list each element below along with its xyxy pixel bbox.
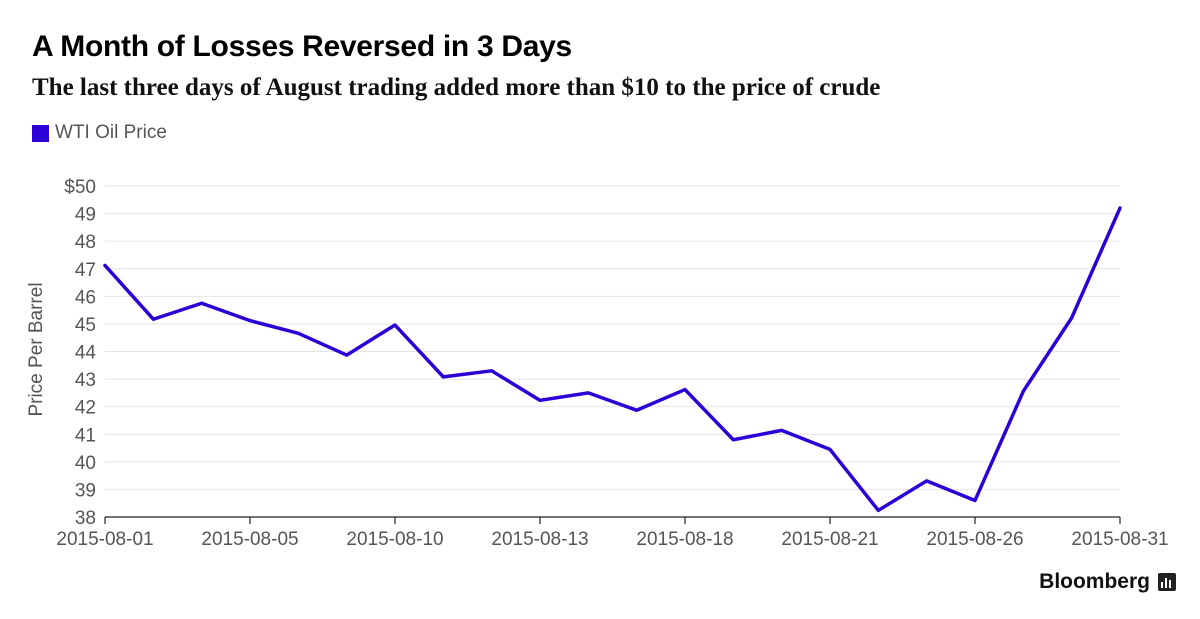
y-tick-label: 42 bbox=[75, 398, 96, 419]
x-tick-label: 2015-08-10 bbox=[346, 529, 443, 550]
y-axis-label: Price Per Barrel bbox=[26, 282, 47, 416]
y-tick-label: 43 bbox=[75, 370, 96, 391]
y-tick-label: 45 bbox=[75, 315, 96, 336]
x-tick-label: 2015-08-13 bbox=[491, 529, 588, 550]
y-tick-label: 41 bbox=[75, 425, 96, 446]
x-tick-label: 2015-08-21 bbox=[781, 529, 878, 550]
y-tick-label: 46 bbox=[75, 287, 96, 308]
series-line-wti bbox=[103, 206, 1122, 513]
y-tick-label: $50 bbox=[64, 177, 96, 198]
y-tick-label: 38 bbox=[75, 508, 96, 529]
y-tick-label: 44 bbox=[75, 343, 97, 364]
legend-swatch bbox=[32, 124, 49, 142]
x-tick-label: 2015-08-26 bbox=[926, 529, 1023, 550]
y-tick-label: 47 bbox=[75, 260, 96, 281]
x-tick-label: 2015-08-05 bbox=[201, 529, 298, 550]
chart-subtitle: The last three days of August trading ad… bbox=[32, 74, 881, 101]
brand-name: Bloomberg bbox=[1039, 570, 1150, 593]
y-tick-label: 39 bbox=[75, 480, 96, 501]
bloomberg-logo: Bloomberg bbox=[1039, 570, 1176, 594]
y-tick-label: 49 bbox=[75, 205, 96, 226]
legend-label: WTI Oil Price bbox=[55, 122, 167, 143]
y-tick-label: 48 bbox=[75, 232, 96, 253]
legend: WTI Oil Price bbox=[32, 122, 167, 144]
bar-chart-icon bbox=[1158, 573, 1176, 591]
x-tick-label: 2015-08-01 bbox=[56, 529, 153, 550]
y-tick-label: 40 bbox=[75, 453, 96, 474]
chart-title: A Month of Losses Reversed in 3 Days bbox=[32, 30, 572, 63]
x-tick-label: 2015-08-31 bbox=[1071, 529, 1168, 550]
x-tick-label: 2015-08-18 bbox=[636, 529, 733, 550]
